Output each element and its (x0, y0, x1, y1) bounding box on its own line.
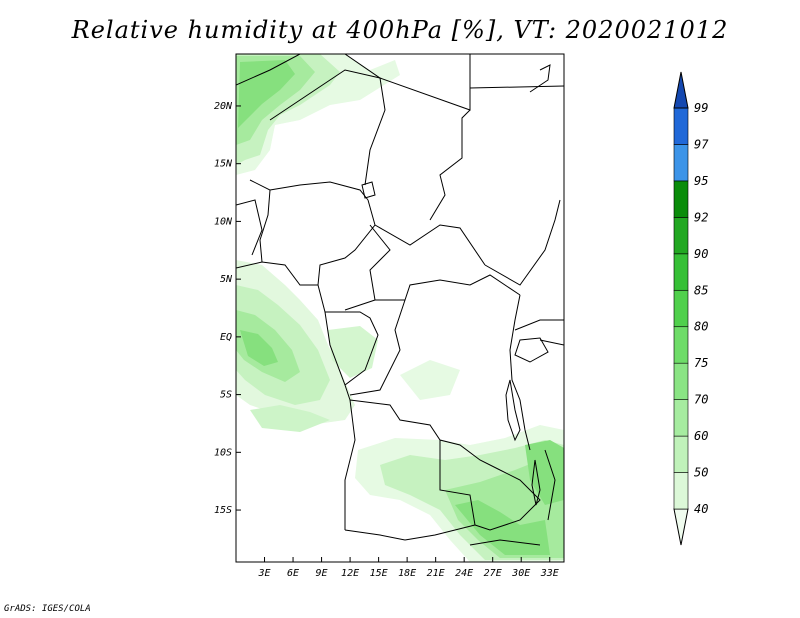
colorbar-label: 40 (694, 502, 708, 516)
border-uganda (514, 319, 564, 331)
map-frame (235, 53, 565, 563)
border-east-lakes (509, 294, 531, 451)
lake-malawi (531, 459, 541, 506)
colorbar-label: 60 (694, 429, 708, 443)
colorbar-segment (673, 107, 689, 145)
border-niger-nigeria (269, 181, 369, 201)
colorbar-label: 85 (694, 283, 708, 297)
x-tick-label: 24E (455, 568, 473, 579)
colorbar-label: 92 (694, 210, 708, 224)
border-sudan-east (469, 85, 564, 89)
colorbar: 40 50 60 70 75 80 85 90 92 95 97 99 (673, 71, 709, 546)
y-tick-label: 20N (214, 101, 233, 112)
border-zambia-east (474, 469, 541, 531)
border-egypt-sudan (429, 109, 471, 221)
colorbar-segment (673, 399, 689, 437)
lake-victoria (514, 337, 549, 363)
x-tick-label: 12E (341, 568, 359, 579)
humid-area-west-coast-4 (240, 330, 278, 366)
y-tick-label: EQ (220, 332, 232, 343)
border-chad-car (374, 224, 486, 266)
border-cameroon-car (344, 224, 391, 311)
x-tick-label: 30E (511, 568, 530, 579)
red-sea-coast (529, 64, 551, 93)
country-borders (236, 54, 564, 546)
colorbar-label: 97 (694, 137, 709, 151)
border-gabon-congo (325, 311, 379, 386)
y-tick-label: 15N (214, 159, 233, 170)
border-west-africa-2 (236, 199, 263, 256)
map-title: Relative humidity at 400hPa [%], VT: 202… (71, 16, 729, 44)
colorbar-segment (673, 435, 689, 473)
border-west-africa (249, 179, 271, 263)
x-tick-label: 18E (398, 568, 416, 579)
x-tick-label: 21E (427, 568, 445, 579)
humid-area-south-central-4 (455, 500, 550, 555)
y-axis-ticks: 20N 15N 10N 5N EQ 5S 10S 15S (214, 101, 241, 516)
colorbar-label: 99 (694, 101, 708, 115)
colorbar-segment (673, 472, 689, 510)
colorbar-label: 80 (694, 320, 708, 334)
border-car-drc (375, 274, 521, 301)
colorbar-segment (673, 289, 689, 328)
border-angola-zambia (404, 440, 476, 541)
x-tick-label: 9E (316, 568, 328, 579)
colorbar-bottom-triangle (673, 508, 689, 546)
humidity-shading (236, 54, 564, 562)
colorbar-segment (673, 326, 689, 364)
humid-area-gulf-east (250, 405, 330, 432)
border-libya-chad (344, 54, 471, 111)
y-tick-label: 10N (214, 216, 233, 227)
x-tick-label: 15E (370, 568, 388, 579)
colorbar-segment (673, 217, 689, 255)
border-algeria-mali (236, 54, 301, 86)
colorbar-segment (673, 362, 689, 400)
colorbar-label: 95 (694, 174, 708, 188)
x-axis-ticks: 3E 6E 9E 12E 15E 18E 21E 24E 27E 30E 33E (257, 557, 559, 579)
humid-area-east-lake (525, 440, 564, 505)
lake-chad (361, 181, 376, 199)
colorbar-top-triangle (673, 71, 689, 109)
border-congo-drc (349, 299, 406, 396)
y-tick-label: 5N (220, 274, 233, 285)
colorbar-segment (673, 180, 689, 218)
border-zimbabwe (469, 539, 541, 546)
humid-area-gabon (328, 326, 378, 378)
border-drc-angola (349, 399, 501, 471)
colorbar-segment (673, 144, 689, 182)
coast-gulf-guinea (236, 261, 356, 530)
colorbar-label: 90 (694, 247, 708, 261)
border-sudan-southsudan (484, 199, 561, 286)
x-tick-label: 6E (287, 568, 299, 579)
y-tick-label: 15S (214, 505, 232, 516)
humid-area-northwest-4 (238, 60, 295, 128)
humid-area-drc (400, 360, 460, 400)
y-tick-label: 10S (214, 447, 232, 458)
border-mali-niger (269, 69, 381, 121)
x-tick-label: 3E (257, 568, 270, 579)
x-tick-label: 27E (484, 568, 502, 579)
border-mozambique (544, 449, 556, 521)
lake-tanganyika (505, 379, 521, 442)
border-niger-chad (364, 77, 386, 186)
colorbar-segment (673, 253, 689, 291)
colorbar-label: 75 (694, 356, 708, 370)
border-nigeria-cameroon (317, 199, 376, 286)
border-tanzania (539, 339, 564, 346)
border-namibia (344, 529, 406, 541)
y-tick-label: 5S (220, 390, 232, 401)
colorbar-label: 50 (694, 466, 708, 480)
credit-text: GrADS: IGES/COLA (4, 604, 91, 614)
x-tick-label: 33E (540, 568, 559, 579)
colorbar-label: 70 (694, 393, 708, 407)
